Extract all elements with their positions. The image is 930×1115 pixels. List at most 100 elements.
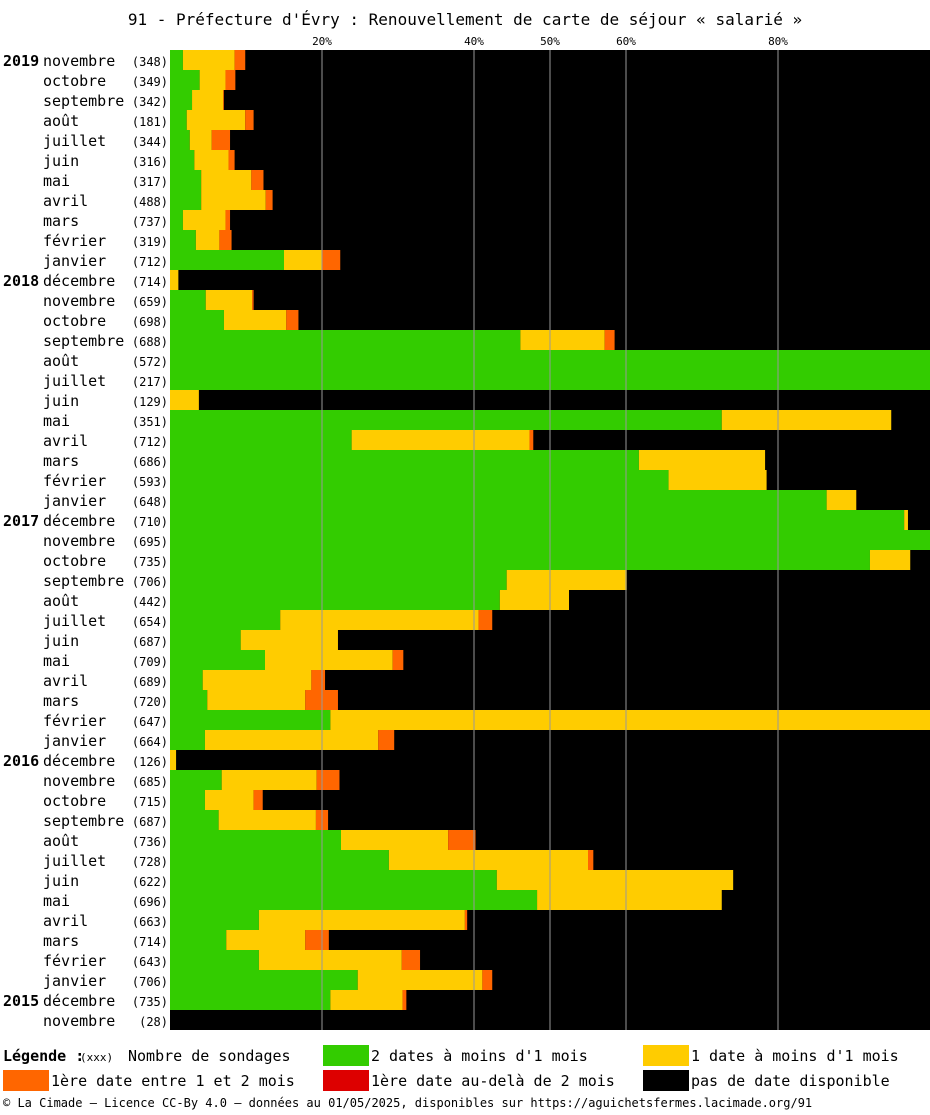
row-month-label: août: [43, 592, 79, 610]
chart: 91 - Préfecture d'Évry : Renouvellement …: [3, 10, 930, 1030]
x-tick-label: 40%: [464, 35, 484, 48]
row-count-label: (659): [132, 295, 168, 309]
bar-segment-1-date: [388, 850, 588, 870]
row-count-label: (688): [132, 335, 168, 349]
bar-segment-2-dates: [170, 570, 507, 590]
row-month-label: avril: [43, 672, 88, 690]
bar-segment-2-dates: [170, 830, 341, 850]
bar-segment-1-date: [537, 890, 722, 910]
row-month-label: novembre: [43, 532, 115, 550]
row-month-label: juin: [43, 632, 79, 650]
bar-segment-2-dates: [170, 130, 190, 150]
bar-segment-2-dates: [170, 910, 259, 930]
bar-segment-1-date: [223, 310, 287, 330]
row-month-label: février: [43, 952, 106, 970]
bar-segment-1-2-mois: [604, 330, 615, 350]
legend-swatch-green: [323, 1045, 369, 1066]
bar-segment-2-dates: [170, 410, 722, 430]
row-month-label: juillet: [43, 132, 106, 150]
row-month-label: juin: [43, 152, 79, 170]
row-count-label: (126): [132, 755, 168, 769]
row-count-label: (593): [132, 475, 168, 489]
bar-segment-2-dates: [170, 890, 538, 910]
bar-segment-1-2-mois: [588, 850, 594, 870]
row-count-label: (687): [132, 815, 168, 829]
bar-segment-2-dates: [170, 730, 205, 750]
bar-segment-1-date: [221, 770, 317, 790]
row-month-label: septembre: [43, 92, 124, 110]
bar-segment-1-date: [520, 330, 605, 350]
chart-title: 91 - Préfecture d'Évry : Renouvellement …: [128, 10, 802, 29]
row-month-label: décembre: [43, 512, 115, 530]
row-month-label: août: [43, 352, 79, 370]
bar-segment-1-2-mois: [305, 930, 329, 950]
row-month-label: décembre: [43, 272, 115, 290]
bar-segment-1-2-mois: [219, 230, 232, 250]
row-count-label: (349): [132, 75, 168, 89]
bar-segment-1-date: [170, 270, 179, 290]
row-month-label: décembre: [43, 752, 115, 770]
row-month-label: octobre: [43, 312, 106, 330]
row-count-label: (728): [132, 855, 168, 869]
row-count-label: (712): [132, 255, 168, 269]
row-month-label: septembre: [43, 572, 124, 590]
row-month-label: août: [43, 832, 79, 850]
bar-segment-2-dates: [170, 550, 870, 570]
legend-swatch-yellow: [643, 1045, 689, 1066]
row-count-label: (664): [132, 735, 168, 749]
row-month-label: novembre: [43, 1012, 115, 1030]
bar-segment-1-2-mois: [225, 70, 236, 90]
bar-segment-1-date: [186, 110, 246, 130]
x-tick-label: 50%: [540, 35, 560, 48]
row-month-label: mai: [43, 892, 70, 910]
row-count-label: (442): [132, 595, 168, 609]
x-tick-label: 80%: [768, 35, 788, 48]
bar-segment-1-date: [721, 410, 892, 430]
bar-segment-1-date: [205, 290, 253, 310]
row-count-label: (572): [132, 355, 168, 369]
bar-segment-2-dates: [170, 810, 219, 830]
row-count-label: (714): [132, 275, 168, 289]
bar-segment-1-2-mois: [228, 150, 235, 170]
legend-swatch-red: [323, 1070, 369, 1091]
legend-swatch-black: [643, 1070, 689, 1091]
row-count-label: (736): [132, 835, 168, 849]
bar-segment-2-dates: [170, 690, 208, 710]
bar-segment-1-date: [207, 690, 306, 710]
bar-segment-2-dates: [170, 430, 352, 450]
row-count-label: (622): [132, 875, 168, 889]
bar-segment-1-date: [170, 750, 177, 770]
bar-segment-1-date: [499, 590, 569, 610]
row-month-label: mai: [43, 172, 70, 190]
legend-title: Légende :: [3, 1047, 85, 1065]
bar-segment-1-date: [202, 670, 312, 690]
bar-segment-1-date: [826, 490, 857, 510]
row-count-label: (28): [139, 1015, 168, 1029]
row-count-label: (709): [132, 655, 168, 669]
bar-segment-1-2-mois: [225, 210, 231, 230]
bar-segment-1-2-mois: [311, 670, 326, 690]
bar-segment-1-2-mois: [253, 790, 263, 810]
row-month-label: décembre: [43, 992, 115, 1010]
row-month-label: mai: [43, 652, 70, 670]
row-count-label: (686): [132, 455, 168, 469]
bar-segment-1-date: [341, 830, 449, 850]
bar-segment-2-dates: [170, 210, 183, 230]
bar-segment-2-dates: [170, 450, 639, 470]
bar-segment-1-2-mois: [482, 970, 493, 990]
bar-segment-1-date: [192, 90, 224, 110]
row-count-label: (696): [132, 895, 168, 909]
bar-segment-1-date: [218, 810, 316, 830]
bar-segment-2-dates: [170, 710, 331, 730]
bar-segment-2-dates: [170, 950, 259, 970]
bar-segment-1-date: [904, 510, 908, 530]
row-count-label: (737): [132, 215, 168, 229]
bar-segment-1-2-mois: [286, 310, 299, 330]
bar-segment-2-dates: [170, 650, 265, 670]
bar-segment-2-dates: [170, 930, 227, 950]
row-month-label: octobre: [43, 72, 106, 90]
bar-segment-2-dates: [170, 50, 183, 70]
bar-segment-2-dates: [170, 850, 389, 870]
bar-segment-1-date: [204, 790, 254, 810]
row-month-label: janvier: [43, 732, 106, 750]
